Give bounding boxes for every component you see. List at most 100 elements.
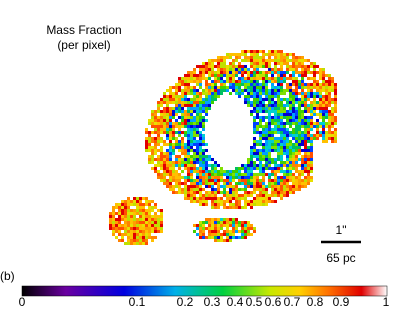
map-pixel	[184, 89, 187, 92]
map-pixel	[187, 143, 190, 146]
map-pixel	[322, 107, 325, 110]
map-pixel	[184, 77, 187, 80]
map-pixel	[301, 122, 304, 125]
map-pixel	[247, 233, 250, 236]
map-pixel	[247, 176, 250, 179]
map-pixel	[166, 125, 169, 128]
map-pixel	[226, 176, 229, 179]
map-pixel	[214, 236, 217, 239]
map-pixel	[307, 182, 310, 185]
map-pixel	[196, 173, 199, 176]
map-pixel	[241, 221, 244, 224]
map-pixel	[235, 176, 238, 179]
map-pixel	[148, 203, 151, 206]
map-pixel	[142, 203, 145, 206]
map-pixel	[181, 107, 184, 110]
map-pixel	[199, 104, 202, 107]
map-pixel	[154, 158, 157, 161]
map-pixel	[208, 230, 211, 233]
map-pixel	[118, 203, 121, 206]
map-pixel	[217, 230, 220, 233]
map-pixel	[253, 104, 256, 107]
map-pixel	[202, 227, 205, 230]
map-pixel	[118, 212, 121, 215]
map-pixel	[235, 92, 238, 95]
map-pixel	[229, 236, 232, 239]
map-pixel	[211, 173, 214, 176]
map-pixel	[268, 137, 271, 140]
map-pixel	[331, 80, 334, 83]
map-pixel	[232, 236, 235, 239]
map-pixel	[319, 125, 322, 128]
map-pixel	[304, 185, 307, 188]
map-pixel	[181, 140, 184, 143]
map-pixel	[160, 161, 163, 164]
map-pixel	[235, 173, 238, 176]
map-pixel	[229, 77, 232, 80]
map-pixel	[289, 89, 292, 92]
map-pixel	[316, 92, 319, 95]
map-pixel	[133, 224, 136, 227]
map-pixel	[247, 203, 250, 206]
map-pixel	[169, 101, 172, 104]
map-pixel	[202, 194, 205, 197]
map-pixel	[253, 131, 256, 134]
map-pixel	[109, 215, 112, 218]
map-pixel	[322, 77, 325, 80]
map-pixel	[268, 107, 271, 110]
map-pixel	[268, 65, 271, 68]
map-pixel	[202, 152, 205, 155]
map-pixel	[187, 119, 190, 122]
map-pixel	[295, 170, 298, 173]
map-pixel	[139, 236, 142, 239]
map-pixel	[154, 128, 157, 131]
map-pixel	[307, 164, 310, 167]
map-pixel	[277, 179, 280, 182]
map-pixel	[274, 158, 277, 161]
map-pixel	[124, 218, 127, 221]
map-pixel	[253, 164, 256, 167]
map-pixel	[154, 125, 157, 128]
map-pixel	[163, 107, 166, 110]
map-pixel	[274, 110, 277, 113]
map-pixel	[181, 92, 184, 95]
map-pixel	[202, 98, 205, 101]
map-pixel	[127, 200, 130, 203]
map-pixel	[256, 56, 259, 59]
map-pixel	[298, 188, 301, 191]
map-pixel	[145, 230, 148, 233]
map-pixel	[256, 83, 259, 86]
map-pixel	[256, 110, 259, 113]
map-pixel	[271, 167, 274, 170]
map-pixel	[271, 68, 274, 71]
map-pixel	[154, 206, 157, 209]
map-pixel	[241, 83, 244, 86]
map-pixel	[205, 101, 208, 104]
map-pixel	[286, 53, 289, 56]
map-pixel	[112, 224, 115, 227]
map-pixel	[289, 122, 292, 125]
map-pixel	[292, 173, 295, 176]
map-pixel	[205, 98, 208, 101]
map-pixel	[187, 173, 190, 176]
map-pixel	[223, 182, 226, 185]
map-pixel	[280, 59, 283, 62]
map-pixel	[244, 194, 247, 197]
map-pixel	[259, 107, 262, 110]
map-pixel	[259, 197, 262, 200]
map-pixel	[304, 125, 307, 128]
map-pixel	[265, 53, 268, 56]
map-pixel	[259, 188, 262, 191]
map-pixel	[307, 119, 310, 122]
map-pixel	[202, 119, 205, 122]
map-pixel	[313, 107, 316, 110]
map-pixel	[301, 131, 304, 134]
map-pixel	[136, 239, 139, 242]
map-pixel	[250, 104, 253, 107]
map-pixel	[187, 125, 190, 128]
map-pixel	[283, 125, 286, 128]
map-pixel	[178, 164, 181, 167]
map-pixel	[235, 53, 238, 56]
map-pixel	[244, 173, 247, 176]
map-pixel	[211, 95, 214, 98]
